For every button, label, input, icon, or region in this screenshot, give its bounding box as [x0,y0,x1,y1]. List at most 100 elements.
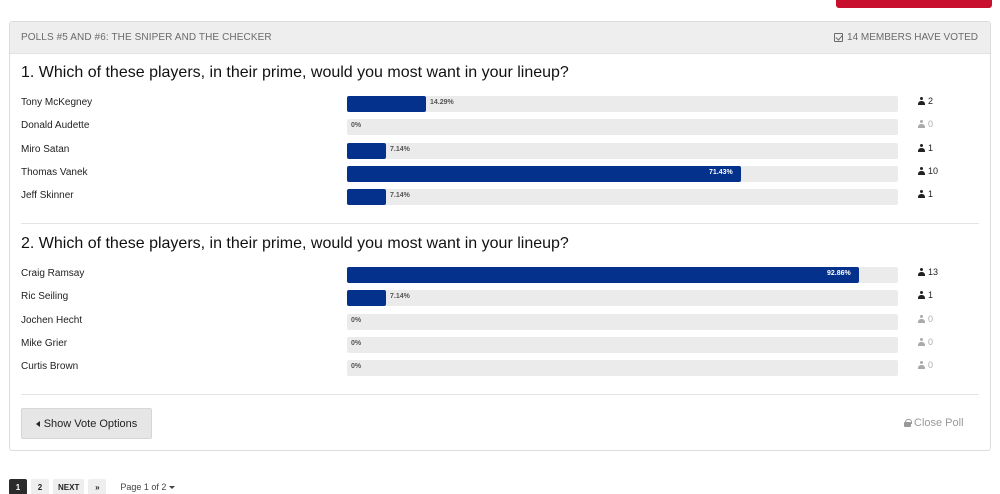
vote-percentage: 0% [351,316,362,324]
poll-choice-row: Ric Seiling 7.14% 1 [21,290,981,307]
vote-percentage: 7.14% [390,293,410,301]
vote-percentage: 0% [351,363,362,371]
check-square-icon [834,33,844,42]
page-info-text: Page 1 of 2 [120,482,167,492]
vote-count: 0 [918,314,933,324]
vote-count: 2 [918,96,933,106]
close-poll-button[interactable]: Close Poll [904,417,964,429]
vote-count-number: 0 [928,336,934,347]
voted-count-text: 14 MEMBERS HAVE VOTED [847,32,978,43]
poll-choice-row: Jochen Hecht 0% 0 [21,313,981,330]
vote-count: 0 [918,360,933,370]
poll-choice-row: Curtis Brown 0% 0 [21,360,981,377]
divider [21,223,979,224]
poll-title: POLLS #5 AND #6: THE SNIPER AND THE CHEC… [21,32,272,43]
caret-left-icon [35,420,40,427]
poll-choice-row: Donald Audette 0% 0 [21,119,981,136]
user-icon [918,166,925,175]
vote-bar-fill [347,142,386,159]
user-icon [918,268,925,276]
question-title: 2. Which of these players, in their prim… [21,235,569,252]
vote-count-number: 1 [928,142,934,153]
vote-bar-fill [347,290,386,307]
poll-choice-row: Mike Grier 0% 0 [21,336,981,353]
choice-label: Miro Satan [21,143,70,155]
page-2-button[interactable]: 2 [31,479,49,494]
choice-label: Curtis Brown [21,361,79,373]
divider [21,394,979,395]
user-icon [918,143,925,152]
choice-label: Craig Ramsay [21,268,85,279]
poll-choice-row: Jeff Skinner 7.14% 1 [21,189,981,206]
vote-percentage: 0% [351,339,362,347]
vote-count-number: 0 [928,313,934,324]
voted-count: 14 MEMBERS HAVE VOTED [834,32,978,43]
choice-label: Thomas Vanek [21,166,88,178]
choice-label: Tony McKegney [21,97,93,108]
top-action-button[interactable] [836,0,992,8]
poll-header: POLLS #5 AND #6: THE SNIPER AND THE CHEC… [10,22,990,54]
user-icon [918,291,925,300]
vote-bar-track: 0% [347,360,898,377]
vote-bar-fill [347,165,741,182]
vote-percentage: 0% [351,122,362,130]
choice-label: Jeff Skinner [21,190,74,202]
vote-bar-track: 0% [347,313,898,330]
user-icon [918,120,925,129]
user-icon [918,337,925,346]
vote-count: 1 [918,290,933,300]
vote-percentage: 7.14% [390,192,410,200]
vote-bar-track: 71.43% [347,165,898,182]
vote-percentage: 14.29% [430,99,454,106]
vote-count-number: 0 [928,360,934,371]
vote-bar-track: 0% [347,336,898,353]
user-icon [918,361,925,370]
vote-bar-track: 7.14% [347,142,898,159]
poll-choice-row: Craig Ramsay 92.86% 13 [21,267,981,283]
poll-box: POLLS #5 AND #6: THE SNIPER AND THE CHEC… [9,21,991,451]
vote-count: 1 [918,189,933,199]
vote-bar-fill [347,96,426,112]
vote-count: 10 [918,166,938,176]
lock-icon [904,419,912,427]
vote-count-number: 2 [928,96,934,106]
poll-choice-row: Thomas Vanek 71.43% 10 [21,165,981,182]
vote-bar-track: 7.14% [347,290,898,307]
last-page-button[interactable]: » [88,479,107,494]
user-icon [918,314,925,323]
vote-count-number: 1 [928,290,934,301]
vote-bar-fill [347,267,859,283]
next-button[interactable]: NEXT [53,479,85,494]
vote-count-number: 0 [928,119,934,130]
user-icon [918,97,925,105]
vote-count-number: 13 [928,267,939,277]
vote-percentage: 71.43% [709,168,733,176]
choice-label: Ric Seiling [21,291,69,303]
pagination: 1 2 NEXT » Page 1 of 2 [9,479,176,494]
vote-bar-track: 7.14% [347,189,898,206]
vote-count: 0 [918,337,933,347]
choice-label: Jochen Hecht [21,314,83,326]
vote-percentage: 7.14% [390,145,410,153]
page-jump-dropdown[interactable]: Page 1 of 2 [120,482,176,492]
vote-count: 0 [918,119,933,129]
vote-count: 13 [918,267,938,277]
poll-choice-row: Tony McKegney 14.29% 2 [21,96,981,112]
choice-label: Mike Grier [21,337,68,349]
vote-count: 1 [918,143,933,153]
show-vote-options-label: Show Vote Options [43,417,138,430]
vote-bar-track: 0% [347,119,898,136]
vote-bar-track: 14.29% [347,96,898,112]
show-vote-options-button[interactable]: Show Vote Options [21,408,152,439]
caret-down-icon [169,485,176,489]
page-1-button[interactable]: 1 [9,479,27,494]
user-icon [918,190,925,199]
vote-count-number: 1 [928,189,934,200]
vote-bar-fill [347,189,386,206]
vote-count-number: 10 [928,165,939,176]
vote-percentage: 92.86% [827,270,851,277]
vote-bar-track: 92.86% [347,267,898,283]
close-poll-label: Close Poll [914,417,964,429]
question-title: 1. Which of these players, in their prim… [21,64,569,81]
poll-choice-row: Miro Satan 7.14% 1 [21,142,981,159]
